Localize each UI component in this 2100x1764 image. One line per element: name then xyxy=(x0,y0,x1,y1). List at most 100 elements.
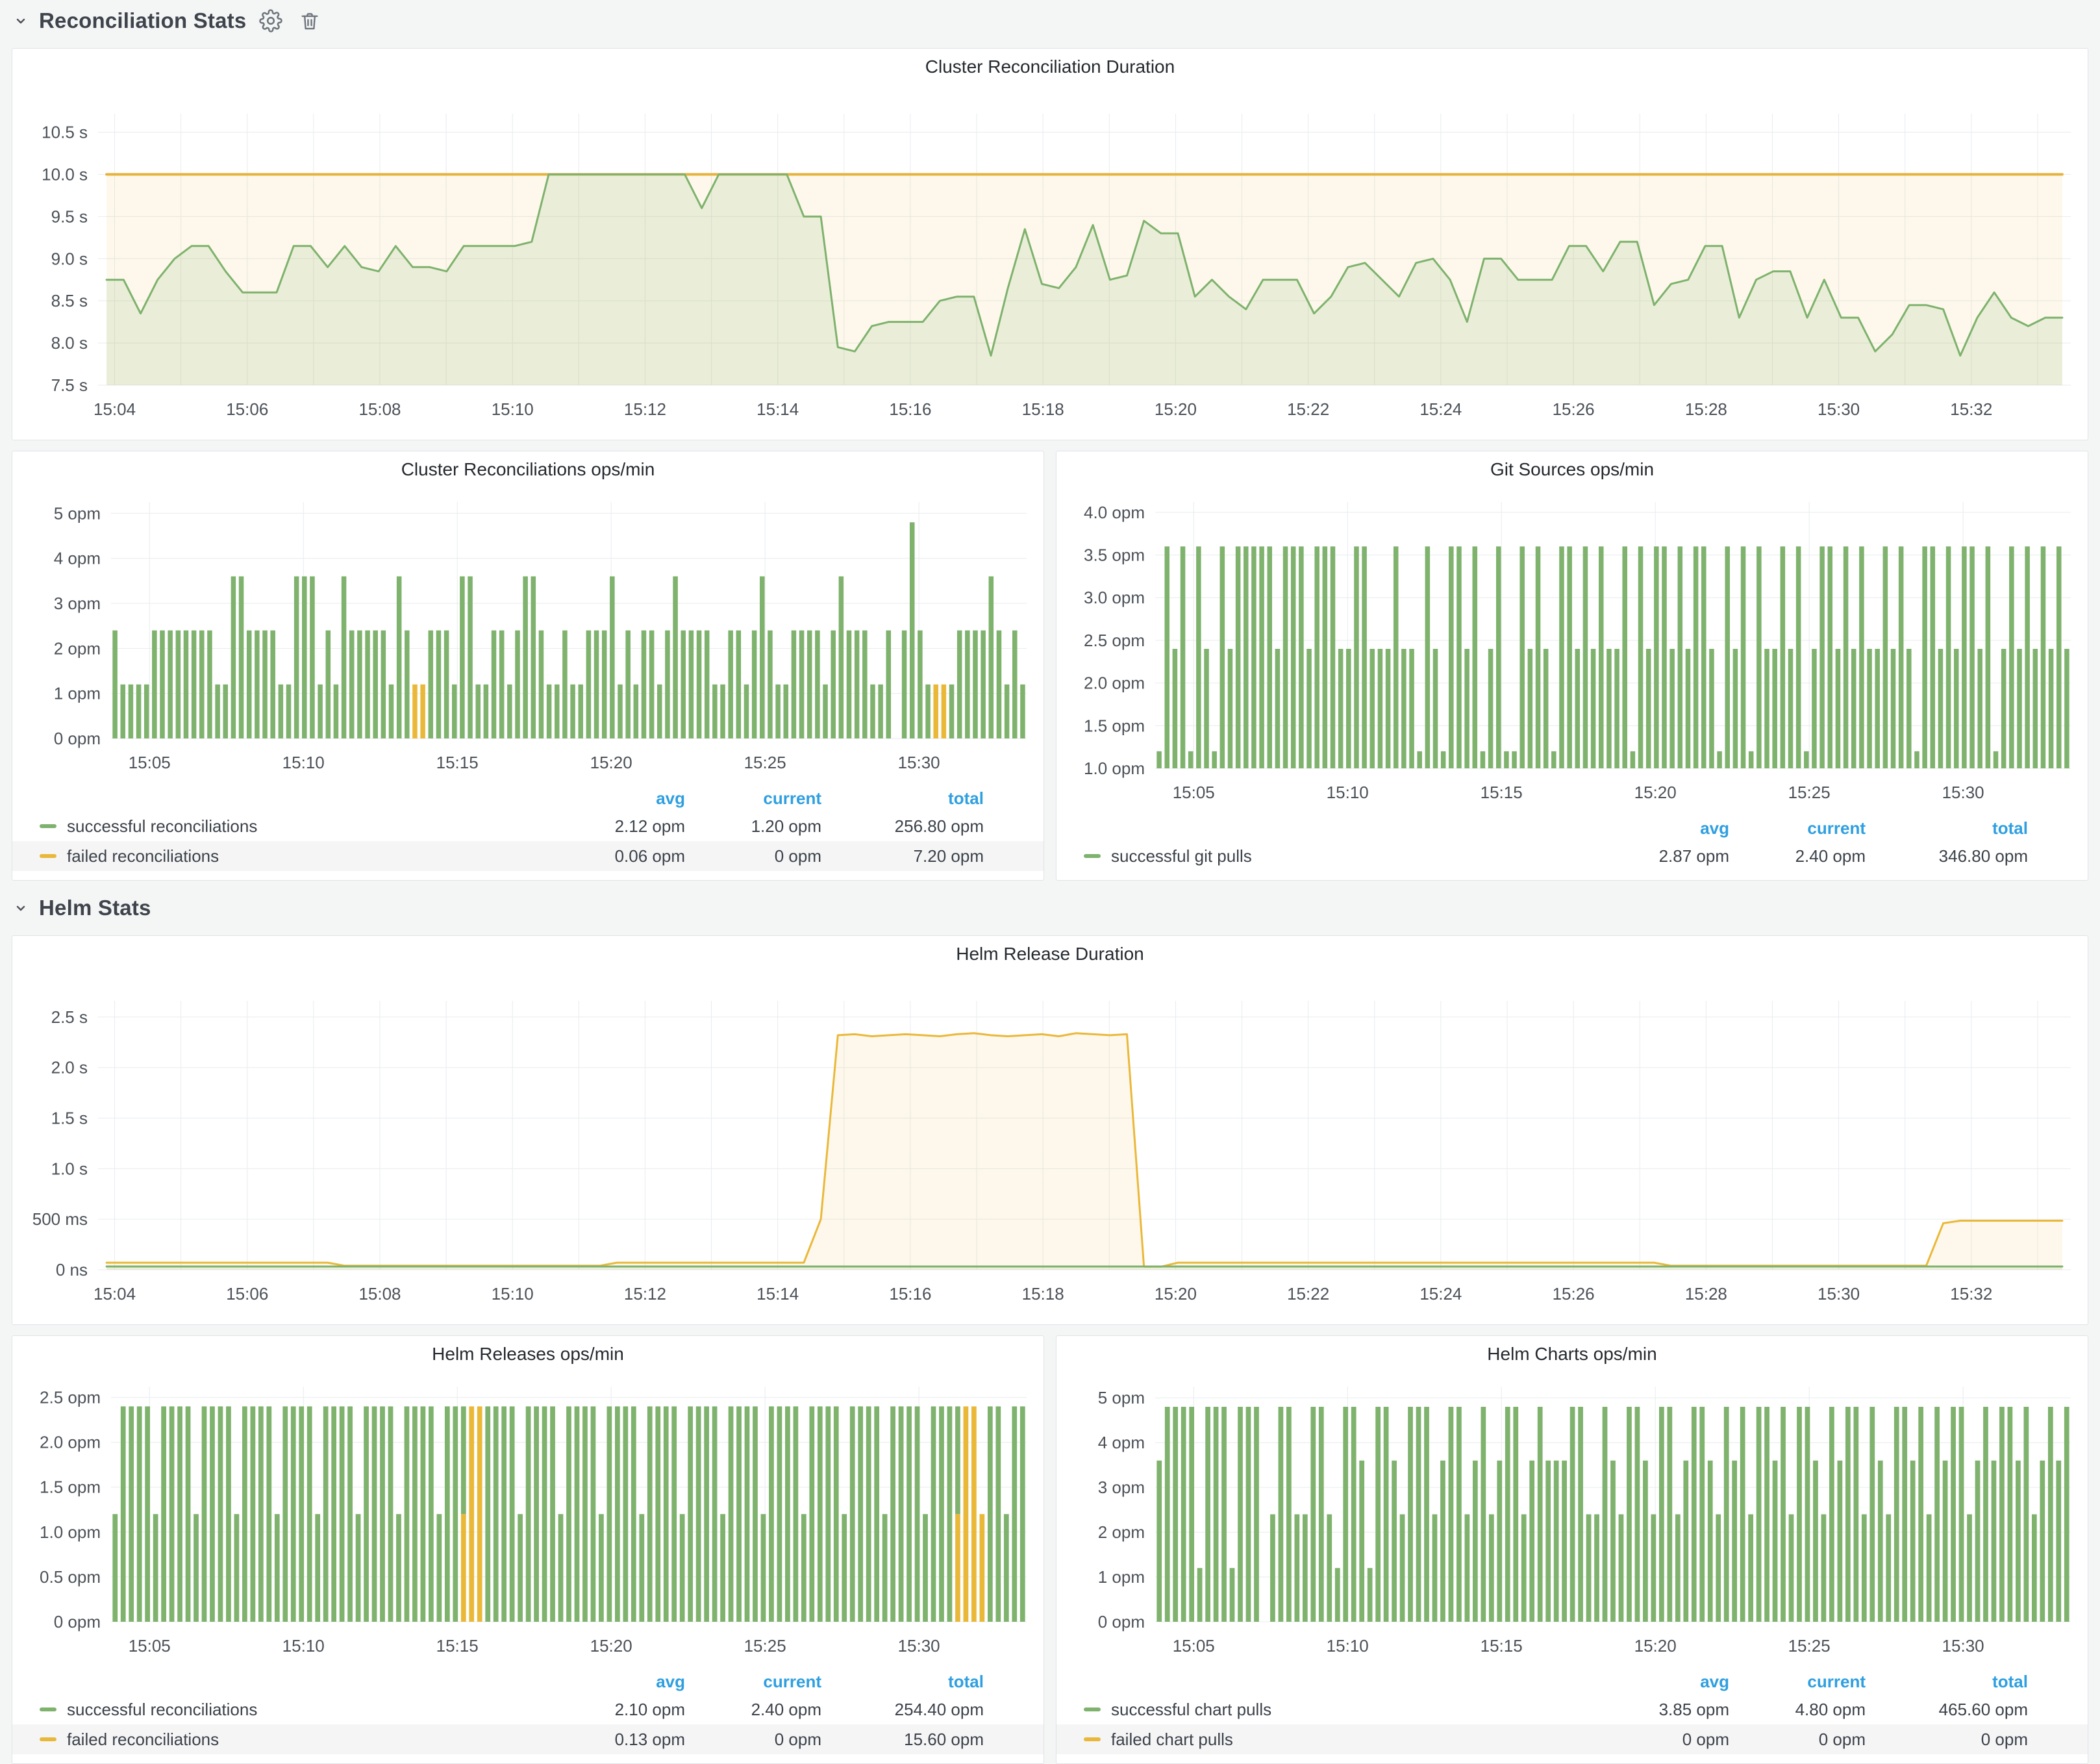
legend-row-successful-reconciliations[interactable]: successful reconciliations 2.12 opm 1.20… xyxy=(12,811,1044,841)
legend-row-successful-reconciliations[interactable]: successful reconciliations 2.10 opm 2.40… xyxy=(12,1695,1044,1724)
svg-text:15:10: 15:10 xyxy=(492,1284,534,1304)
legend-row-successful-chart-pulls[interactable]: successful chart pulls 3.85 opm 4.80 opm… xyxy=(1056,1695,2088,1724)
svg-text:2 opm: 2 opm xyxy=(1098,1522,1145,1542)
svg-text:15:20: 15:20 xyxy=(590,753,632,772)
cluster-reconciliation-duration-chart[interactable]: 10.5 s 10.0 s 9.5 s 9.0 s 8.5 s 8.0 s 7.5 s 15:… xyxy=(12,85,2088,440)
panel-title[interactable]: Git Sources ops/min xyxy=(1490,459,1655,479)
section-header-helm-stats[interactable]: Helm Stats xyxy=(12,891,2088,925)
svg-text:15:26: 15:26 xyxy=(1553,1284,1595,1304)
legend: avg current total successful chart pulls… xyxy=(1056,1665,2088,1763)
legend-col-current[interactable]: current xyxy=(763,1671,821,1691)
svg-text:0.5 opm: 0.5 opm xyxy=(40,1567,101,1587)
legend-row-failed-chart-pulls[interactable]: failed chart pulls 0 opm 0 opm 0 opm xyxy=(1056,1724,2088,1754)
svg-text:15:20: 15:20 xyxy=(1155,399,1197,419)
git-sources-bar-chart[interactable]: 4.0 opm 3.5 opm 3.0 opm 2.5 opm 2.0 opm 1.5 o… xyxy=(1056,488,2088,811)
panel-helm-release-duration: Helm Release Duration 2.5 s 2.0 s 1.5 s 1.0… xyxy=(12,935,2088,1325)
svg-text:15:20: 15:20 xyxy=(1155,1284,1197,1304)
svg-text:1 opm: 1 opm xyxy=(1098,1567,1145,1587)
svg-text:10.0 s: 10.0 s xyxy=(42,164,88,184)
legend-col-total[interactable]: total xyxy=(1992,1671,2028,1691)
svg-text:15:15: 15:15 xyxy=(436,1636,479,1656)
svg-text:15:20: 15:20 xyxy=(1634,1636,1677,1656)
section-header-reconciliation-stats[interactable]: Reconciliation Stats xyxy=(12,4,2088,38)
panel-title[interactable]: Helm Releases ops/min xyxy=(432,1344,624,1364)
cluster-reconciliations-bar-chart[interactable]: 5 opm 4 opm 3 opm 2 opm 1 opm 0 opm 15:05 15:10… xyxy=(12,488,1044,781)
helm-releases-bar-chart[interactable]: 2.5 opm 2.0 opm 1.5 opm 1.0 opm 0.5 opm 0 opm… xyxy=(12,1372,1044,1665)
legend-header: avg current total xyxy=(1056,815,2088,841)
svg-text:15:30: 15:30 xyxy=(1942,1636,1984,1656)
panel-title[interactable]: Helm Charts ops/min xyxy=(1487,1344,1657,1364)
trash-icon[interactable] xyxy=(295,6,324,35)
svg-text:10.5 s: 10.5 s xyxy=(42,123,88,142)
legend-row-failed-reconciliations[interactable]: failed reconciliations 0.13 opm 0 opm 15… xyxy=(12,1724,1044,1754)
series-color-dash xyxy=(1084,854,1101,858)
helm-charts-bar-chart[interactable]: 5 opm 4 opm 3 opm 2 opm 1 opm 0 opm 15:05 15:10… xyxy=(1056,1372,2088,1665)
svg-text:1.0 opm: 1.0 opm xyxy=(40,1522,101,1542)
svg-text:15:10: 15:10 xyxy=(492,399,534,419)
svg-text:15:05: 15:05 xyxy=(1173,1636,1215,1656)
svg-text:15:16: 15:16 xyxy=(889,399,931,419)
legend-header: avg current total xyxy=(12,1669,1044,1695)
legend-row-failed-reconciliations[interactable]: failed reconciliations 0.06 opm 0 opm 7.… xyxy=(12,841,1044,871)
svg-text:9.5 s: 9.5 s xyxy=(51,207,88,226)
panel-cluster-reconciliations-opm: Cluster Reconciliations ops/min 5 opm 4 o… xyxy=(12,451,1044,881)
svg-text:1.0 opm: 1.0 opm xyxy=(1084,759,1145,778)
svg-text:15:20: 15:20 xyxy=(590,1636,632,1656)
svg-text:15:32: 15:32 xyxy=(1950,1284,1992,1304)
legend-col-total[interactable]: total xyxy=(948,788,984,808)
series-color-dash xyxy=(40,824,56,828)
svg-text:15:25: 15:25 xyxy=(744,753,786,772)
panel-cluster-reconciliation-duration: Cluster Reconciliation Duration 10.5 s 10… xyxy=(12,48,2088,440)
section-title: Reconciliation Stats xyxy=(39,8,247,32)
svg-text:15:30: 15:30 xyxy=(1818,1284,1860,1304)
svg-text:2.0 opm: 2.0 opm xyxy=(40,1433,101,1452)
legend-col-avg[interactable]: avg xyxy=(656,788,685,808)
svg-text:15:26: 15:26 xyxy=(1553,399,1595,419)
gear-icon[interactable] xyxy=(256,6,285,35)
svg-text:15:30: 15:30 xyxy=(1818,399,1860,419)
legend-col-avg[interactable]: avg xyxy=(1700,1671,1729,1691)
legend: avg current total successful git pulls 2… xyxy=(1056,811,2088,880)
series-color-dash xyxy=(1084,1737,1101,1741)
series-color-dash xyxy=(1084,1707,1101,1711)
legend-col-avg[interactable]: avg xyxy=(1700,818,1729,838)
svg-text:2.5 s: 2.5 s xyxy=(51,1007,88,1027)
svg-text:15:30: 15:30 xyxy=(898,753,940,772)
legend: avg current total successful reconciliat… xyxy=(12,781,1044,880)
chevron-down-icon xyxy=(13,13,29,29)
svg-text:15:24: 15:24 xyxy=(1419,399,1462,419)
series-color-dash xyxy=(40,854,56,858)
svg-text:15:22: 15:22 xyxy=(1287,399,1329,419)
svg-text:15:08: 15:08 xyxy=(358,399,401,419)
svg-text:4 opm: 4 opm xyxy=(54,549,101,568)
panel-helm-releases-opm: Helm Releases ops/min 2.5 opm 2.0 opm 1.5 … xyxy=(12,1335,1044,1764)
legend-col-avg[interactable]: avg xyxy=(656,1671,685,1691)
svg-text:4 opm: 4 opm xyxy=(1098,1433,1145,1452)
svg-text:2 opm: 2 opm xyxy=(54,638,101,658)
svg-text:5 opm: 5 opm xyxy=(54,503,101,523)
legend-col-total[interactable]: total xyxy=(948,1671,984,1691)
legend-row-successful-git-pulls[interactable]: successful git pulls 2.87 opm 2.40 opm 3… xyxy=(1056,841,2088,871)
panel-title[interactable]: Cluster Reconciliation Duration xyxy=(925,57,1175,77)
svg-text:15:28: 15:28 xyxy=(1685,1284,1727,1304)
panel-title[interactable]: Helm Release Duration xyxy=(956,944,1144,964)
svg-text:2.5 opm: 2.5 opm xyxy=(40,1388,101,1407)
svg-text:15:14: 15:14 xyxy=(756,399,799,419)
svg-text:2.0 opm: 2.0 opm xyxy=(1084,674,1145,693)
panel-title[interactable]: Cluster Reconciliations ops/min xyxy=(401,459,655,479)
svg-text:15:32: 15:32 xyxy=(1950,399,1992,419)
svg-text:15:30: 15:30 xyxy=(898,1636,940,1656)
helm-release-duration-chart[interactable]: 2.5 s 2.0 s 1.5 s 1.0 s 500 ms 0 ns 15:04 15:06… xyxy=(12,972,2088,1324)
legend-col-current[interactable]: current xyxy=(763,788,821,808)
svg-text:2.5 opm: 2.5 opm xyxy=(1084,631,1145,650)
legend-col-total[interactable]: total xyxy=(1992,818,2028,838)
svg-text:15:12: 15:12 xyxy=(624,1284,666,1304)
svg-text:15:06: 15:06 xyxy=(226,399,268,419)
svg-text:15:10: 15:10 xyxy=(282,753,325,772)
legend-col-current[interactable]: current xyxy=(1807,818,1866,838)
svg-text:15:15: 15:15 xyxy=(1481,1636,1523,1656)
svg-text:0 opm: 0 opm xyxy=(54,1612,101,1632)
svg-text:1.5 s: 1.5 s xyxy=(51,1109,88,1128)
legend-col-current[interactable]: current xyxy=(1807,1671,1866,1691)
